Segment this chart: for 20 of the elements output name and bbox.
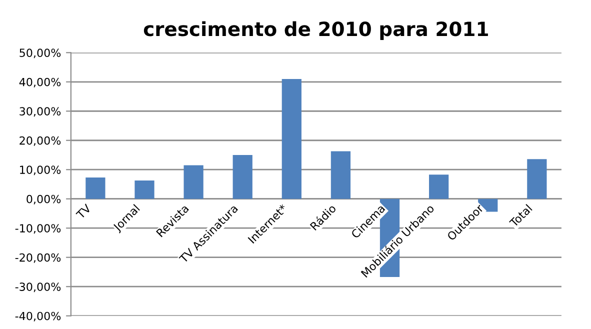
y-tick-label: -40,00% <box>15 312 61 322</box>
y-tick-label: 0,00% <box>26 194 61 204</box>
y-tick-label: 50,00% <box>20 48 61 58</box>
bar <box>429 174 449 199</box>
bar <box>184 165 204 199</box>
chart-title: crescimento de 2010 para 2011 <box>144 21 488 40</box>
bar <box>134 180 154 199</box>
bar <box>232 154 252 199</box>
y-tick-label: -20,00% <box>15 253 61 263</box>
y-tick-label: 30,00% <box>20 107 61 117</box>
y-tick-label: 40,00% <box>19 78 61 88</box>
bar <box>282 78 302 199</box>
bar <box>86 178 106 199</box>
y-tick-label: -30,00% <box>15 282 61 292</box>
y-tick-label: 10,00% <box>20 166 61 176</box>
x-tick-label: TV <box>76 204 92 220</box>
y-tick-label: -10,00% <box>15 224 61 234</box>
bar <box>330 151 351 199</box>
y-tick-label: 20,00% <box>20 136 61 146</box>
bar <box>527 159 547 199</box>
